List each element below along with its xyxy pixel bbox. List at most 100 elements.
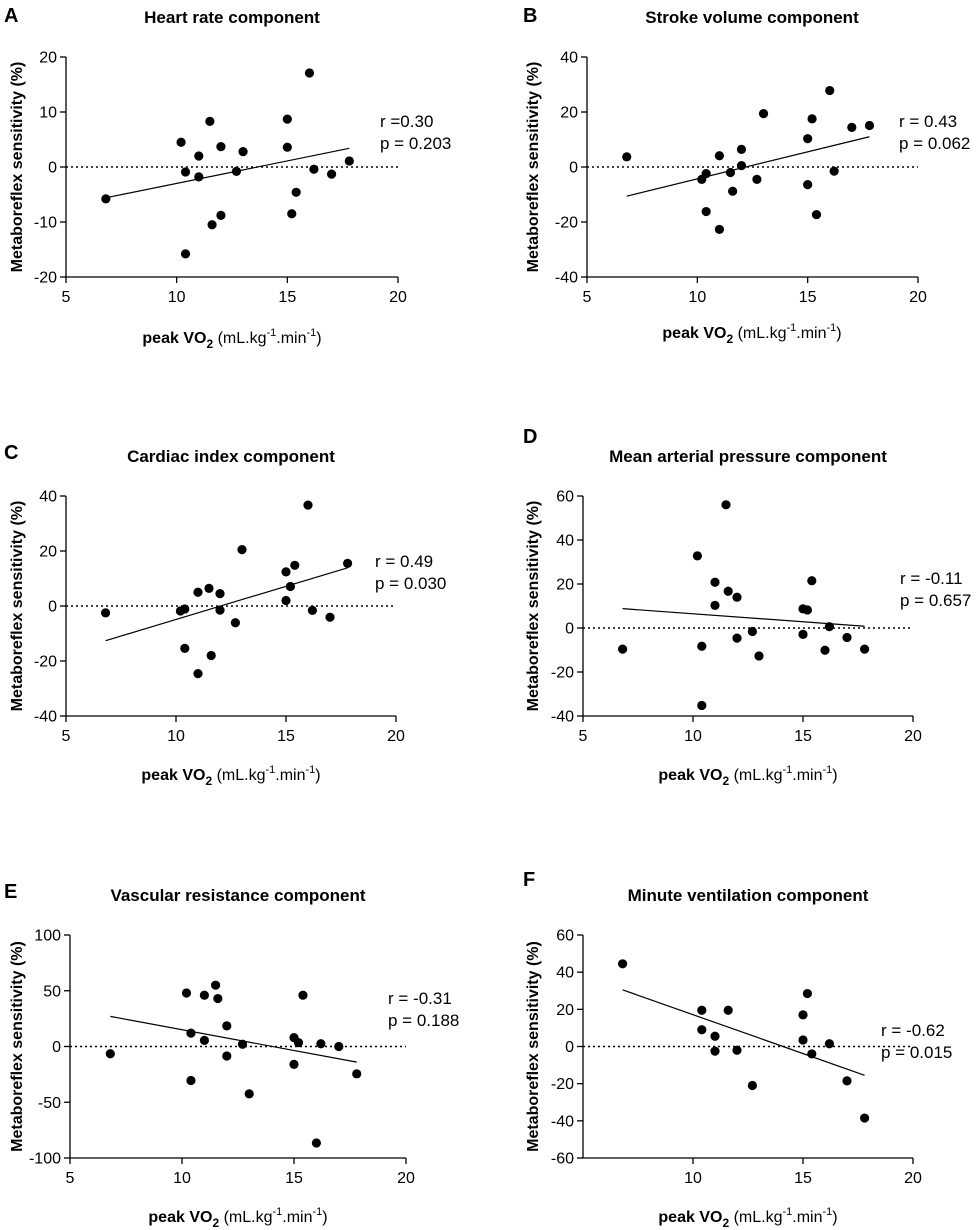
data-point [193,587,203,597]
data-point [803,180,813,190]
x-axis-title-main: peak VO [148,1209,212,1226]
y-tick-label: -20 [34,654,57,671]
data-point [215,589,225,599]
stat-p: p = 0.188 [388,1011,459,1030]
x-axis-title-mid: .min [792,1209,822,1226]
x-tick-label: 20 [909,289,927,306]
data-point [710,577,720,587]
x-axis-title-subscript: 2 [722,1216,729,1230]
panel-d: D Mean arterial pressure component -40 -20 0… [523,426,971,788]
y-tick-label: 0 [52,1039,61,1056]
x-axis-title-end: ) [836,325,841,342]
data-point [215,605,225,615]
data-point [798,629,808,639]
y-tick-label: 40 [556,533,574,550]
data-point [758,109,769,119]
y-axis-title: Metaboreflex sensitivity (%) [9,941,26,1152]
x-axis-title-subscript: 2 [212,1216,219,1230]
data-point [752,174,762,184]
x-axis-title-mid: .min [792,767,822,784]
x-axis-title-end: ) [316,330,321,347]
data-point [847,122,857,132]
data-point [725,167,736,178]
x-axis-title-end: ) [832,767,837,784]
data-point [216,210,226,220]
data-point [732,633,742,643]
data-point [803,134,813,144]
x-axis-title-units: (mL.kg [213,330,266,347]
x-axis-title-end: ) [315,767,320,784]
y-tick-label: 0 [565,1039,574,1056]
y-tick-label: 10 [39,105,57,122]
x-axis-title-units: (mL.kg [729,767,782,784]
panel-c: C Cardiac index component -40 -20 0 20 40 5 10 15… [4,442,446,788]
data-point [842,1076,852,1086]
x-axis-title-subscript: 2 [205,774,212,788]
data-point [230,618,240,628]
data-point [802,605,813,615]
panel-letter: C [4,442,18,464]
y-tick-label: 20 [560,105,578,122]
data-point [105,1049,115,1059]
x-tick-label: 15 [794,728,812,745]
data-point [710,600,720,610]
data-point [180,167,191,177]
data-point [290,560,300,570]
x-axis-title-main: peak VO [658,767,722,784]
y-tick-label: 40 [556,965,574,982]
data-point [618,644,628,654]
data-point [710,1031,720,1041]
data-point [622,152,632,162]
x-tick-label: 5 [62,728,71,745]
x-tick-label: 10 [684,1170,702,1187]
x-axis-title-units: (mL.kg [733,325,786,342]
data-point [206,650,216,661]
x-axis-title-main: peak VO [141,767,205,784]
x-axis-title-sup2: -1 [306,327,316,339]
stat-r: r = 0.43 [899,112,957,131]
data-point [798,1035,808,1045]
panel-title: Mean arterial pressure component [609,447,887,466]
panel-title: Vascular resistance component [110,886,365,905]
data-point [216,142,226,152]
regression-line [105,567,348,642]
data-point [710,1046,720,1056]
data-point [798,1010,808,1020]
data-point [736,161,747,171]
regression-line [626,136,870,197]
data-point [697,700,707,711]
data-point [285,581,295,592]
panel-letter: B [523,5,537,27]
y-tick-label: -40 [34,709,57,726]
data-point [291,187,301,197]
data-point [199,990,209,1000]
x-axis-title-sup1: -1 [266,327,276,339]
x-axis-title-sup2: -1 [822,1206,832,1218]
data-point [287,209,297,219]
data-point [732,1045,742,1055]
data-point [231,166,242,176]
x-axis-title-mid: .min [276,330,306,347]
x-axis-title-sup2: -1 [822,764,832,776]
y-tick-label: -100 [29,1151,61,1168]
y-tick-label: 40 [560,50,578,67]
data-point [334,1041,344,1052]
x-tick-label: 15 [794,1170,812,1187]
y-axis-title: Metaboreflex sensitivity (%) [9,62,26,273]
x-axis-title: peak VO2 (mL.kg-1.min-1) [658,764,837,788]
data-point [860,1113,870,1123]
x-axis-title-subscript: 2 [206,337,213,351]
x-tick-label: 20 [904,1170,922,1187]
x-axis-title: peak VO2 (mL.kg-1.min-1) [142,327,321,351]
y-tick-label: 50 [43,983,61,1000]
x-tick-label: 20 [389,289,407,306]
data-point [304,68,315,78]
data-point [237,1039,248,1049]
data-point [723,1005,733,1015]
panel-title: Minute ventilation component [628,886,869,905]
data-point [714,224,725,235]
stat-r: r = -0.31 [388,989,452,1008]
panel-letter: F [523,869,535,891]
panel-letter: A [4,5,18,27]
data-point [303,500,313,510]
